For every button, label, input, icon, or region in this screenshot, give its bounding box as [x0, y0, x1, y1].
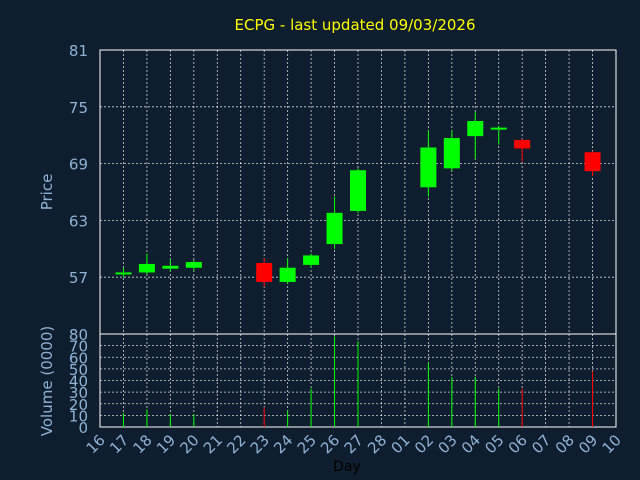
volume-tick-label: 70: [69, 338, 88, 356]
day-tick-label: 23: [247, 431, 273, 457]
day-tick-label: 10: [599, 431, 625, 457]
price-tick-label: 81: [69, 42, 88, 60]
day-tick-label: 01: [388, 431, 414, 457]
candle-body: [326, 212, 343, 245]
candle-body: [350, 170, 366, 211]
candle-body: [443, 138, 460, 169]
day-tick-label: 21: [200, 431, 226, 457]
day-tick-label: 07: [528, 431, 554, 457]
candle-body: [490, 127, 507, 130]
price-tick-label: 63: [69, 212, 88, 230]
volume-tick-label: 40: [69, 373, 88, 391]
chart-title: ECPG - last updated 09/03/2026: [235, 16, 476, 34]
day-tick-label: 28: [364, 431, 390, 457]
candle-body: [420, 147, 437, 188]
volume-tick-label: 30: [69, 384, 88, 402]
day-tick-label: 02: [411, 431, 437, 457]
day-tick-label: 24: [270, 431, 296, 457]
day-tick-label: 04: [458, 431, 484, 457]
candle-body: [584, 152, 601, 172]
candle-body: [256, 263, 273, 282]
candle-body: [467, 121, 484, 137]
x-axis: 1617181920212223242526272801020304050607…: [83, 431, 625, 457]
candle-body: [162, 265, 179, 269]
volume-bars: [122, 336, 594, 427]
day-tick-label: 18: [130, 431, 156, 457]
day-tick-label: 27: [341, 431, 367, 457]
price-tick-label: 75: [69, 99, 88, 117]
volume-tick-label: 60: [69, 349, 88, 367]
day-tick-label: 19: [153, 431, 179, 457]
day-tick-label: 03: [434, 431, 460, 457]
price-tick-label: 57: [69, 269, 88, 287]
candle-body: [303, 255, 320, 265]
volume-tick-label: 10: [69, 407, 88, 425]
x-axis-label: Day: [333, 459, 361, 475]
volume-tick-label: 20: [69, 396, 88, 414]
candle-body: [185, 262, 202, 268]
day-tick-label: 06: [505, 431, 531, 457]
price-axis: 57 63 69 75 81: [69, 42, 88, 287]
day-tick-label: 08: [552, 431, 578, 457]
day-tick-label: 26: [317, 431, 343, 457]
candle-body: [115, 272, 132, 275]
volume-tick-label: 0: [78, 419, 88, 437]
price-axis-label: Price: [38, 174, 56, 211]
day-tick-label: 17: [106, 431, 132, 457]
day-tick-label: 22: [223, 431, 249, 457]
volume-tick-label: 80: [69, 326, 88, 344]
candle-body: [279, 267, 296, 282]
volume-axis-label: Volume (0000): [38, 326, 56, 436]
candle-body: [138, 263, 155, 273]
day-tick-label: 25: [294, 431, 320, 457]
candles: [115, 111, 601, 287]
price-tick-label: 69: [69, 156, 88, 174]
candle-body: [514, 139, 531, 149]
day-tick-label: 05: [481, 431, 507, 457]
volume-tick-label: 50: [69, 361, 88, 379]
day-tick-label: 09: [575, 431, 601, 457]
day-tick-label: 20: [176, 431, 202, 457]
